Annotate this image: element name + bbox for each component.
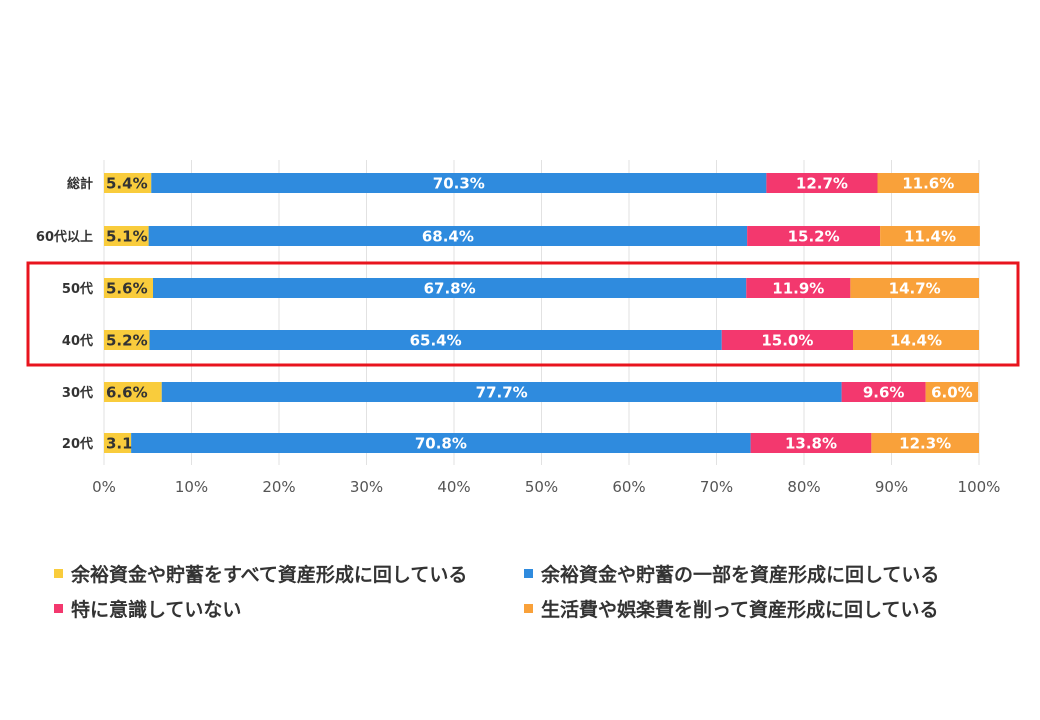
- bar-segment: [104, 226, 149, 246]
- data-label: 5.4%: [106, 175, 148, 193]
- bar-segment: [153, 278, 747, 298]
- x-tick-label: 50%: [525, 478, 558, 496]
- bar-segment: [104, 173, 152, 193]
- data-label: 11.4%: [904, 228, 956, 246]
- x-tick-label: 60%: [612, 478, 645, 496]
- bar-segment: [747, 226, 881, 246]
- bar-segment: [149, 330, 722, 350]
- data-label: 6.6%: [106, 384, 148, 402]
- data-label: 68.4%: [422, 228, 474, 246]
- x-tick-label: 90%: [875, 478, 908, 496]
- data-label: 11.6%: [902, 175, 954, 193]
- data-label: 5.1%: [106, 228, 148, 246]
- x-tick-label: 20%: [262, 478, 295, 496]
- data-label: 15.2%: [788, 228, 840, 246]
- category-label: 40代: [62, 333, 93, 349]
- legend-item: 特に意識していない: [54, 595, 524, 622]
- legend-item: 余裕資金や貯蓄の一部を資産形成に回している: [524, 560, 994, 587]
- data-label: 11.9%: [772, 280, 824, 298]
- legend-label: 余裕資金や貯蓄の一部を資産形成に回している: [541, 564, 940, 586]
- bar-segment: [750, 433, 872, 453]
- legend-label: 特に意識していない: [71, 599, 242, 621]
- bar-segment: [925, 382, 979, 402]
- data-label: 65.4%: [410, 332, 462, 350]
- bar-segment: [850, 278, 979, 298]
- data-label: 9.6%: [863, 384, 905, 402]
- x-tick-label: 40%: [437, 478, 470, 496]
- legend-swatch: [54, 604, 63, 613]
- data-label: 77.7%: [476, 384, 528, 402]
- legend-swatch: [54, 569, 63, 578]
- data-label: 67.8%: [424, 280, 476, 298]
- legend-swatch: [524, 569, 533, 578]
- category-label: 総計: [67, 176, 93, 192]
- data-label: 14.7%: [889, 280, 941, 298]
- data-label: 12.7%: [796, 175, 848, 193]
- category-label: 30代: [62, 385, 93, 401]
- legend-swatch: [524, 604, 533, 613]
- bar-segment: [841, 382, 926, 402]
- bar-segment: [131, 433, 751, 453]
- data-label: 70.3%: [433, 175, 485, 193]
- bar-segment: [853, 330, 979, 350]
- x-tick-label: 0%: [92, 478, 116, 496]
- legend-item: 余裕資金や貯蓄をすべて資産形成に回している: [54, 560, 524, 587]
- x-tick-label: 100%: [958, 478, 1001, 496]
- data-label: 13.8%: [785, 435, 837, 453]
- bar-segment: [877, 173, 979, 193]
- highlight-box: [26, 261, 1020, 367]
- bar-segment: [104, 278, 153, 298]
- bar-segment: [104, 330, 150, 350]
- bar-segment: [880, 226, 980, 246]
- category-label: 20代: [62, 436, 93, 452]
- data-label: 12.3%: [899, 435, 951, 453]
- bar-segment: [151, 173, 767, 193]
- bar-segment: [104, 382, 162, 402]
- data-label: 70.8%: [415, 435, 467, 453]
- x-tick-label: 10%: [175, 478, 208, 496]
- category-label: 50代: [62, 281, 93, 297]
- data-label: 15.0%: [761, 332, 813, 350]
- bar-segment: [871, 433, 979, 453]
- bar-segment: [766, 173, 878, 193]
- data-label: 14.4%: [890, 332, 942, 350]
- legend-label: 生活費や娯楽費を削って資産形成に回している: [541, 599, 939, 621]
- category-label: 60代以上: [36, 229, 93, 245]
- legend-label: 余裕資金や貯蓄をすべて資産形成に回している: [71, 564, 468, 586]
- bar-segment: [104, 433, 132, 453]
- legend-item: 生活費や娯楽費を削って資産形成に回している: [524, 595, 994, 622]
- bar-segment: [161, 382, 842, 402]
- x-tick-label: 70%: [700, 478, 733, 496]
- data-label: 5.2%: [106, 332, 148, 350]
- stacked-bar-chart: 0% 10% 20% 30% 40% 50% 60% 70% 80% 90% 100% 総計 5.4% 7…: [26, 160, 1020, 496]
- x-tick-label: 30%: [350, 478, 383, 496]
- bar-segment: [148, 226, 748, 246]
- data-label: 6.0%: [931, 384, 973, 402]
- bar-segment: [746, 278, 851, 298]
- data-label: 5.6%: [106, 280, 148, 298]
- bar-segment: [721, 330, 853, 350]
- chart-legend: 余裕資金や貯蓄をすべて資産形成に回している 余裕資金や貯蓄の一部を資産形成に回して…: [54, 560, 1014, 622]
- x-tick-label: 80%: [787, 478, 820, 496]
